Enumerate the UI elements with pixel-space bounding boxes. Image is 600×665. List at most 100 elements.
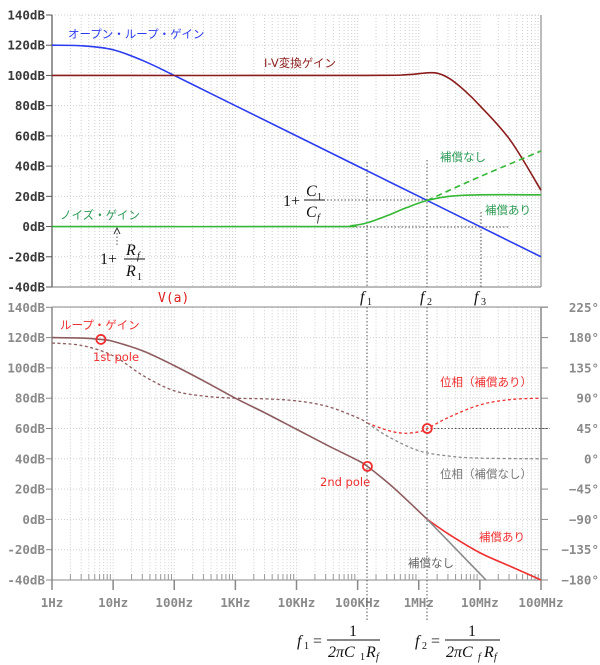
top-chart-grid	[51, 14, 541, 287]
loop-gain-label: ループ・ゲイン	[60, 318, 140, 332]
compensated-label-bottom: 補償あり	[479, 530, 525, 544]
guide-lines	[113, 160, 550, 620]
phase-compensated-label: 位相（補償あり）	[440, 375, 532, 389]
svg-text:f: f	[297, 633, 304, 650]
y-tick-label: 80dB	[15, 391, 46, 406]
x-tick-label: 10KHz	[278, 595, 316, 610]
series-line	[51, 193, 542, 228]
x-tick-label: 10MHz	[461, 595, 499, 610]
y2-tick-label: 135°	[569, 360, 599, 375]
y-tick-label: 40dB	[15, 159, 46, 174]
y-tick-label: 20dB	[15, 189, 46, 204]
y-tick-label: -40dB	[7, 280, 45, 295]
svg-text:2: 2	[427, 297, 432, 308]
svg-text:f: f	[360, 289, 367, 306]
y-tick-label: 0dB	[22, 512, 45, 527]
point-markers	[95, 334, 433, 472]
svg-text:2πC: 2πC	[446, 644, 473, 661]
y-tick-label: -20dB	[7, 249, 45, 264]
phase-uncompensated-label: 位相（補償なし）	[440, 467, 532, 481]
svg-text:f: f	[415, 633, 422, 650]
y-tick-label: 20dB	[15, 482, 46, 497]
svg-text:1: 1	[468, 623, 476, 640]
svg-text:R: R	[125, 242, 136, 259]
y-tick-label: 140dB	[7, 300, 45, 315]
svg-text:=: =	[431, 633, 440, 650]
point-marker	[95, 334, 107, 345]
formula-f2: f 2 = 1 2πC f R f	[415, 623, 500, 663]
first-pole-label: 1st pole	[93, 350, 139, 364]
x-tick-label: 1Hz	[41, 595, 64, 610]
svg-text:C: C	[306, 183, 317, 200]
y-tick-label: -40dB	[7, 573, 45, 588]
svg-text:1: 1	[360, 652, 365, 663]
y-tick-label: 40dB	[15, 451, 46, 466]
svg-text:f: f	[494, 652, 498, 663]
svg-text:2πC: 2πC	[328, 644, 355, 661]
open-loop-gain-label: オープン・ループ・ゲイン	[68, 27, 204, 41]
series-line	[367, 422, 542, 460]
y2-tick-label: 225°	[569, 300, 599, 315]
svg-text:f: f	[420, 289, 427, 306]
y2-tick-label: −90°	[569, 512, 599, 527]
y-tick-label: 0dB	[22, 219, 45, 234]
series-line	[51, 336, 428, 520]
compensated-label-top: 補償あり	[485, 203, 531, 217]
svg-text:f: f	[478, 652, 482, 663]
x-tick-label: 100Hz	[155, 595, 193, 610]
second-pole-label: 2nd pole	[320, 475, 370, 489]
y-tick-label: 100dB	[7, 360, 45, 375]
svg-text:3: 3	[481, 297, 486, 308]
x-tick-label: 1KHz	[220, 595, 250, 610]
y2-tick-label: 180°	[569, 330, 599, 345]
y-tick-label: 60dB	[15, 128, 46, 143]
bottom-chart-grid	[51, 306, 541, 580]
series-line	[426, 518, 542, 581]
y2-tick-label: 0°	[584, 451, 599, 466]
noise-gain-label: ノイズ・ゲイン	[60, 208, 140, 222]
series-line	[367, 397, 542, 434]
y2-tick-label: 45°	[576, 421, 599, 436]
y2-tick-label: −180°	[561, 573, 599, 588]
svg-text:C: C	[306, 204, 317, 221]
svg-text:f: f	[137, 251, 141, 262]
y-tick-label: -20dB	[7, 542, 45, 557]
svg-text:f: f	[474, 289, 481, 306]
svg-text:1: 1	[317, 192, 322, 203]
svg-text:1: 1	[137, 272, 142, 283]
uncompensated-label-top: 補償なし	[440, 150, 486, 164]
y-tick-label: 120dB	[7, 330, 45, 345]
x-tick-label: 100MHz	[518, 595, 563, 610]
axis-ticks: 140dB120dB100dB80dB60dB40dB20dB0dB-20dB-…	[7, 8, 599, 611]
x-tick-label: 100KHz	[335, 595, 380, 610]
series-line	[426, 150, 542, 202]
svg-text:f: f	[317, 213, 321, 224]
x-tick-label: 10Hz	[98, 595, 128, 610]
svg-text:1+: 1+	[283, 193, 300, 210]
series-line	[426, 518, 487, 581]
arrow-head-icon	[113, 226, 121, 235]
formula-low-noise-gain: 1+ R f R 1	[100, 242, 145, 283]
curves	[51, 44, 542, 581]
formula-high-noise-gain: 1+ C 1 C f	[283, 183, 325, 224]
series-line	[51, 71, 542, 191]
y-tick-label: 100dB	[7, 68, 45, 83]
svg-text:f: f	[376, 652, 380, 663]
series-line	[51, 44, 542, 258]
iv-gain-label: I-V変換ゲイン	[264, 56, 336, 70]
svg-text:R: R	[125, 263, 136, 280]
svg-text:R: R	[365, 644, 376, 661]
svg-text:1+: 1+	[100, 251, 117, 268]
point-marker	[421, 423, 433, 434]
y-tick-label: 60dB	[15, 421, 46, 436]
svg-text:1: 1	[367, 297, 372, 308]
x-axis-label-va: V(a)	[158, 291, 189, 306]
point-marker	[362, 460, 373, 472]
y2-tick-label: −45°	[569, 482, 599, 497]
svg-text:=: =	[313, 633, 322, 650]
svg-text:2: 2	[422, 641, 427, 652]
